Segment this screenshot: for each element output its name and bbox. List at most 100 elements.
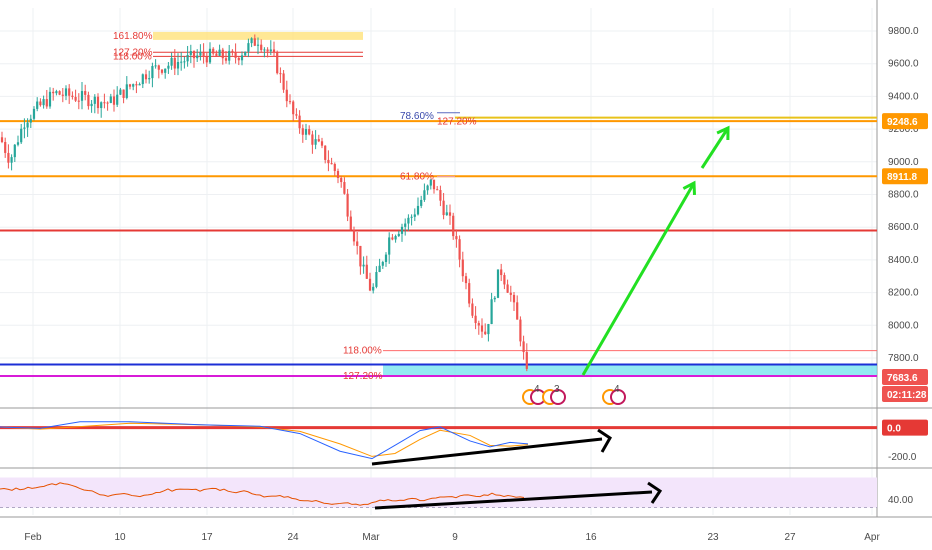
candle-body [343,182,346,194]
candle-body [260,44,263,51]
candle-body [461,259,464,277]
candle-body [336,170,340,178]
current-price-tag-bg [882,369,928,385]
candle-body [52,91,55,94]
price-axis-label: 9400.0 [888,91,919,102]
event-badge-count: 3 [554,384,560,395]
candle-body [327,159,330,164]
time-axis-label: Feb [24,532,42,543]
candle-body [42,99,45,106]
fib-label: 118.00% [343,346,382,357]
candle-body [458,239,461,260]
candle-body [279,73,282,75]
projection-arrow [581,182,696,376]
candle-body [224,58,228,61]
candle-body [509,292,512,295]
candle-body [525,352,528,369]
event-badge-count: 4 [614,384,620,395]
candle-body [138,84,141,86]
macd-zero-tag: 0.0 [887,424,901,435]
price-level-tag-bg [882,168,928,185]
candle-body [493,297,496,300]
candlestick-series [0,34,528,372]
candle-body [349,216,352,230]
candle-body [90,103,93,107]
candle-body [61,94,64,96]
candle-body [10,157,13,163]
candle-body [186,54,189,62]
candle-body [266,49,269,52]
candle-body [484,331,487,335]
candle-body [426,185,429,191]
candle-body [208,48,212,63]
candle-body [151,66,154,79]
candle-body [237,57,240,61]
horizontal-levels [0,31,877,377]
event-badges: 4 3 4 [522,384,626,405]
candle-body [388,237,391,255]
candle-body [416,205,420,215]
time-axis-label: 9 [452,532,458,543]
candle-body [173,57,176,69]
candle-body [404,223,407,227]
candle-body [212,48,215,54]
countdown-tag-bg [882,386,928,402]
candle-body [7,152,10,163]
macd-pane [0,421,877,466]
candle-body [372,286,375,291]
candle-body [125,84,128,98]
candle-body [250,38,253,44]
macd-zero-tag-bg [882,419,928,436]
candle-body [340,177,343,183]
projection-arrow-head [716,125,730,141]
candle-body [288,101,292,103]
candle-body [189,51,192,55]
candle-body [128,84,132,87]
candle-body [378,265,381,273]
candle-body [324,145,327,160]
candle-body [448,212,452,216]
price-axis-label: 9000.0 [888,157,919,168]
price-axis-label: 8800.0 [888,190,919,201]
candle-body [71,95,74,97]
candle-body [68,88,71,96]
price-axis-label: 9800.0 [888,26,919,37]
candle-body [352,229,356,242]
candle-body [205,56,208,63]
time-axis-label: 17 [201,532,213,543]
candle-body [144,74,148,80]
candle-body [276,52,279,74]
candle-body [4,141,7,153]
candle-body [308,129,311,135]
fib-band-top [153,31,363,40]
candle-body [285,89,288,102]
rsi-line [0,482,525,506]
candle-body [381,262,384,266]
candle-body [87,94,90,107]
candle-body [317,139,320,142]
fib-label: 78.60% [400,111,434,122]
candle-body [13,144,16,158]
candle-body [365,264,368,279]
candle-body [141,74,144,85]
candle-body [477,323,480,326]
candle-body [112,96,116,105]
candle-body [103,102,106,104]
price-level-tag: 8911.8 [887,172,917,183]
candle-body [311,134,314,145]
time-axis-label: 27 [784,532,796,543]
macd-signal-line [0,422,529,457]
candle-body [432,179,436,190]
fib-label: 127.20% [343,371,383,382]
candle-body [119,89,122,95]
price-tags: 9248.6 8911.8 7683.6 02:11:28 0.0 [882,113,928,436]
candle-body [512,294,516,303]
candle-body [199,51,202,56]
candle-body [176,62,180,69]
candle-body [77,100,80,102]
price-axis-label: 9600.0 [888,59,919,70]
candle-body [522,341,525,353]
candle-body [356,241,359,246]
candle-body [122,89,125,98]
